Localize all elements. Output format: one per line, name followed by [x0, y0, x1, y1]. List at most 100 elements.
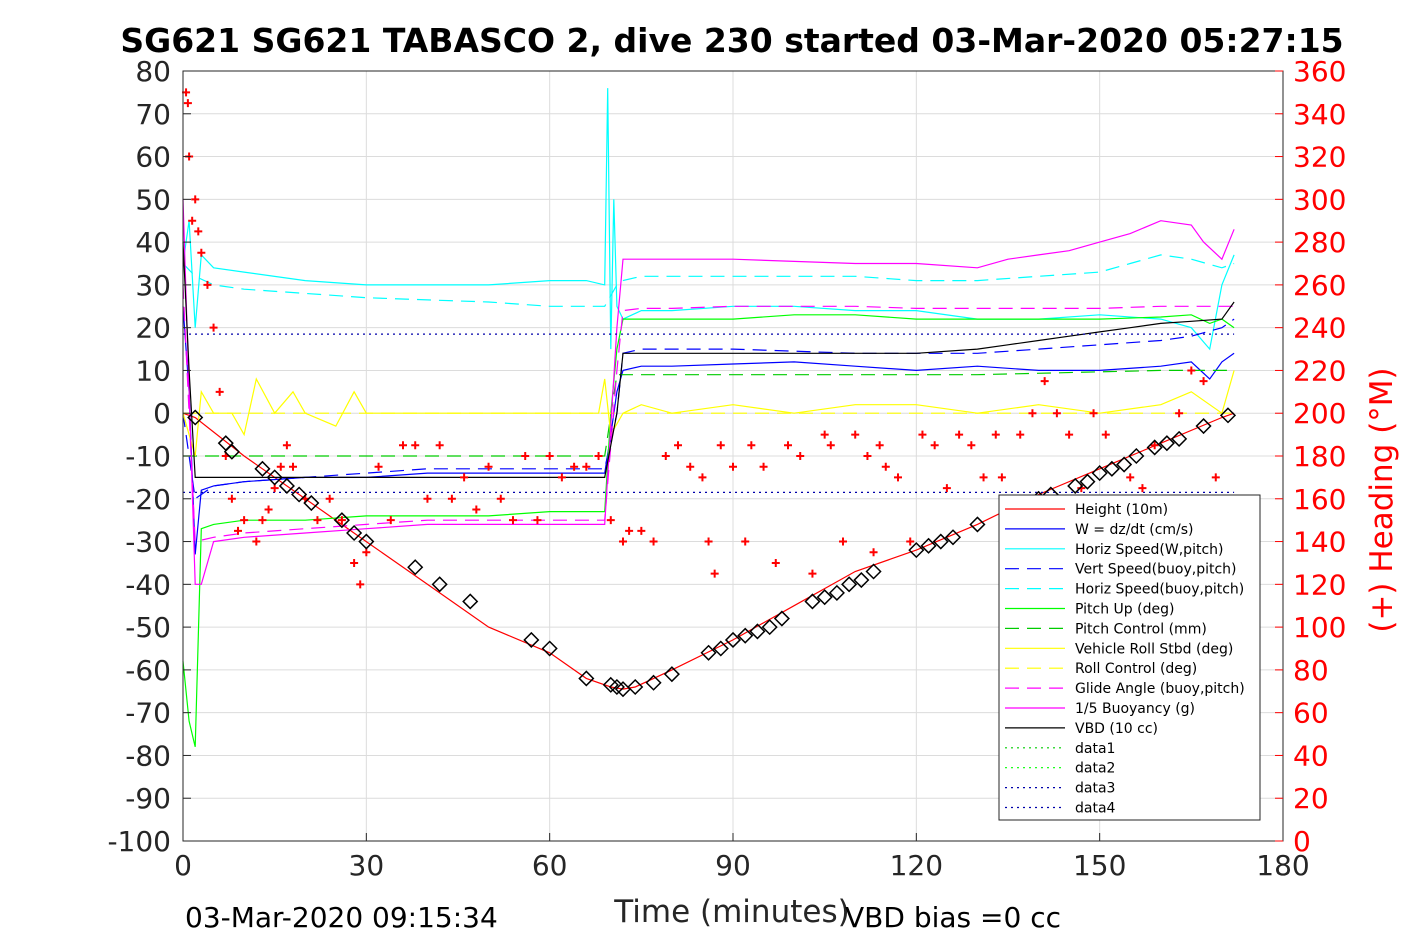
- heading-point: [1126, 473, 1135, 482]
- heading-point: [759, 462, 768, 471]
- y-right-tick-label: 280: [1293, 226, 1346, 259]
- heading-point: [399, 441, 407, 450]
- heading-point: [906, 537, 915, 546]
- heading-point: [194, 227, 203, 236]
- heading-point: [496, 494, 505, 503]
- heading-point: [704, 537, 713, 546]
- dive-marker: [431, 576, 448, 593]
- series-line: [183, 369, 1235, 457]
- dive-marker: [645, 674, 662, 691]
- heading-point: [991, 430, 1000, 439]
- y-tick-label: -60: [125, 654, 171, 687]
- heading-point: [661, 452, 670, 460]
- heading-point: [1211, 473, 1220, 482]
- y-right-tick-label: 60: [1293, 697, 1329, 730]
- dive-marker: [853, 571, 870, 589]
- heading-point: [423, 494, 432, 503]
- y-right-tick-label: 300: [1293, 183, 1346, 216]
- heading-point: [356, 580, 365, 589]
- heading-point: [252, 537, 261, 546]
- heading-point: [1089, 409, 1098, 418]
- x-tick-label: 120: [890, 849, 943, 882]
- heading-point: [1040, 377, 1049, 386]
- heading-point: [1101, 430, 1110, 439]
- heading-point: [337, 516, 346, 525]
- y-right-tick-label: 100: [1293, 611, 1346, 644]
- legend-label: 1/5 Buoyancy (g): [1075, 701, 1195, 717]
- y-tick-label: 60: [135, 141, 171, 174]
- y-right-tick-label: 160: [1293, 483, 1346, 516]
- heading-point: [447, 494, 456, 503]
- heading-point: [881, 462, 890, 471]
- dive-marker: [1091, 465, 1108, 482]
- heading-point: [594, 452, 603, 460]
- heading-point: [820, 430, 829, 439]
- x-tick-label: 0: [174, 849, 192, 882]
- legend-label: Pitch Up (deg): [1075, 602, 1174, 618]
- x-tick-label: 180: [1256, 849, 1309, 882]
- series-line: [182, 412, 1235, 690]
- series-line: [182, 318, 1235, 500]
- heading-point: [570, 462, 579, 471]
- dive-marker: [663, 666, 680, 683]
- dive-marker: [1116, 456, 1133, 473]
- legend-label: Vert Speed(buoy,pitch): [1075, 562, 1237, 578]
- heading-point: [183, 99, 192, 108]
- y-tick-label: -100: [107, 825, 171, 858]
- legend-label: Vehicle Roll Stbd (deg): [1075, 641, 1233, 657]
- heading-point: [234, 526, 242, 535]
- y-tick-label: -80: [125, 739, 171, 772]
- series-line: [182, 314, 1235, 748]
- dive-marker: [749, 623, 766, 640]
- legend-label: data2: [1075, 761, 1115, 777]
- heading-point: [839, 537, 847, 546]
- heading-point: [350, 558, 359, 567]
- dive-marker: [865, 563, 882, 580]
- heading-point: [637, 526, 646, 535]
- heading-point: [484, 462, 493, 471]
- dive-marker: [712, 640, 729, 657]
- heading-point: [282, 441, 291, 450]
- heading-point: [1016, 430, 1025, 439]
- y-tick-label: 30: [135, 269, 171, 302]
- y-right-tick-label: 20: [1293, 782, 1329, 815]
- footer-timestamp: 03-Mar-2020 09:15:34: [185, 901, 498, 934]
- dive-marker: [944, 529, 962, 546]
- legend-label: Pitch Control (mm): [1075, 621, 1207, 637]
- heading-point: [215, 387, 224, 396]
- dive-marker: [333, 512, 350, 529]
- x-axis: 0 30 60 90 120 150 180: [174, 833, 1310, 882]
- dive-marker: [700, 644, 717, 661]
- heading-point: [796, 452, 805, 460]
- heading-point: [747, 441, 756, 450]
- dive-marker: [266, 469, 283, 486]
- heading-point: [1065, 430, 1074, 439]
- heading-point: [276, 462, 285, 471]
- dive-marker: [602, 676, 619, 693]
- legend-label: Height (10m): [1075, 502, 1168, 518]
- series-line: [182, 284, 1235, 543]
- dive-marker: [278, 477, 295, 495]
- heading-point: [649, 537, 658, 546]
- y-axis-left: 80 70 60 50 40 30 20 10 0 -10 -20 -30 -40 -50 -60 -70 -8…: [107, 55, 191, 858]
- y-right-tick-label: 360: [1293, 55, 1346, 88]
- dive-marker: [761, 619, 778, 636]
- heading-point: [808, 569, 817, 578]
- dive-marker: [920, 537, 937, 554]
- dive-marker: [804, 593, 821, 610]
- dive-marker: [291, 486, 308, 503]
- y-right-tick-label: 80: [1293, 654, 1329, 687]
- footer-vbd-bias: VBD bias =0 cc: [845, 901, 1061, 934]
- x-tick-label: 60: [532, 849, 568, 882]
- chart-title: SG621 SG621 TABASCO 2, dive 230 started …: [120, 21, 1343, 60]
- dive-marker: [1067, 477, 1084, 495]
- heading-point: [435, 441, 444, 450]
- y-right-tick-label: 120: [1293, 568, 1346, 601]
- dive-marker: [523, 631, 540, 649]
- x-tick-label: 150: [1073, 849, 1126, 882]
- heading-point: [967, 441, 976, 450]
- y-right-tick-label: 140: [1293, 526, 1346, 559]
- dive-marker: [828, 584, 845, 601]
- dive-marker: [932, 533, 949, 550]
- heading-point: [955, 430, 964, 439]
